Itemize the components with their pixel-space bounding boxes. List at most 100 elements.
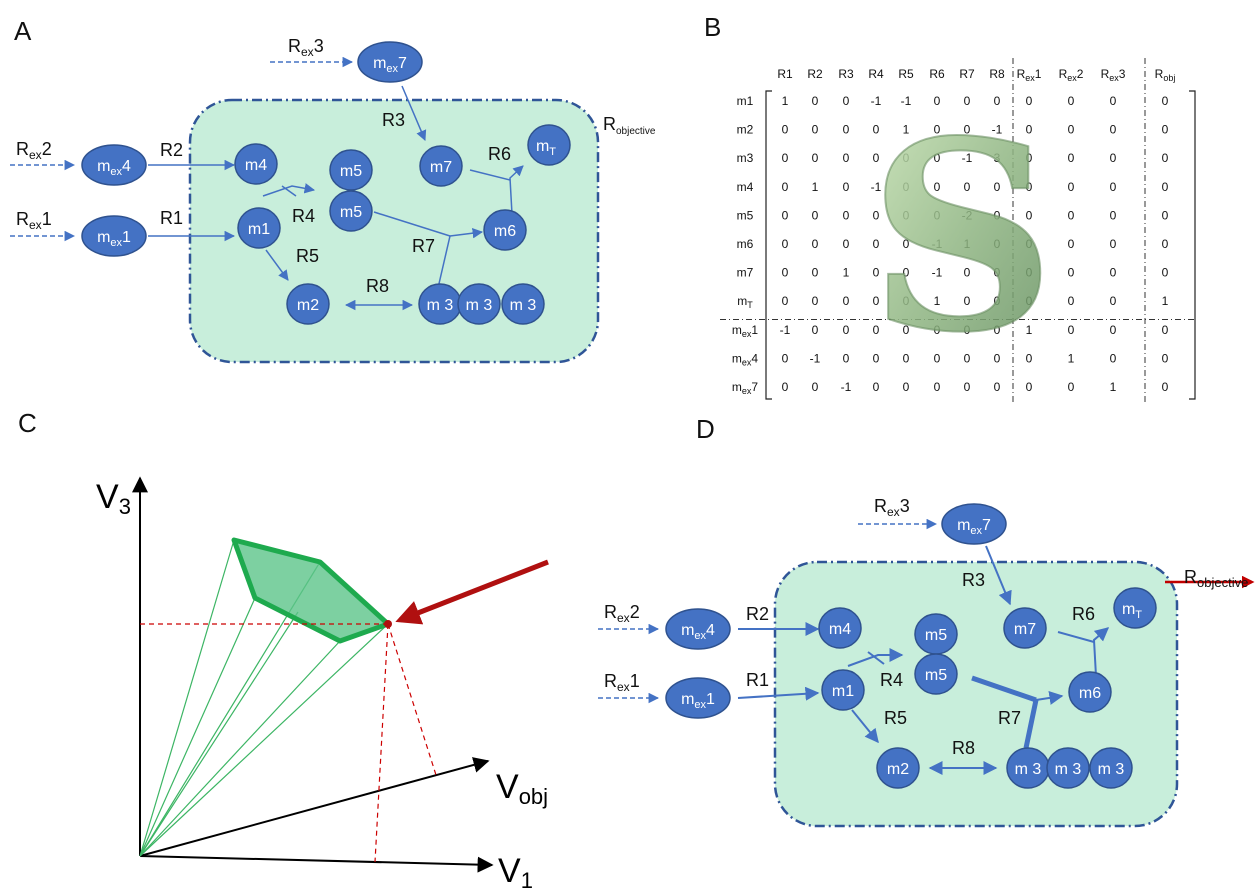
matrix-cell: 0 (782, 380, 789, 394)
reaction-label-r1: R1 (160, 208, 183, 228)
metabolite-m7: m7 (419, 145, 463, 187)
matrix-cell: 0 (1110, 94, 1117, 108)
svg-text:m4: m4 (829, 621, 851, 638)
reaction-arrow-r6-d (1092, 627, 1110, 677)
matrix-col-header: R7 (959, 67, 975, 81)
matrix-row-header: m7 (737, 266, 754, 280)
metabolite-m4-d: m4 (818, 607, 862, 649)
metabolite-mex7-d: mex7 (941, 503, 1007, 545)
matrix-cell: 0 (994, 94, 1001, 108)
matrix-cell: 0 (1162, 323, 1169, 337)
matrix-cell: 0 (782, 351, 789, 365)
svg-text:m5: m5 (340, 204, 362, 221)
panel-a: A Robjective Rex2 Rex1 Rex3 R2 R1 R3 R4 … (10, 16, 656, 364)
exchange-label-rex3-d: Rex3 (874, 496, 910, 519)
matrix-cell: 0 (903, 294, 910, 308)
reaction-arrow-r3-d (985, 545, 1012, 606)
matrix-cell: 0 (782, 151, 789, 165)
reaction-label-r2: R2 (160, 140, 183, 160)
matrix-col-header: Rex2 (1059, 67, 1084, 83)
matrix-cell: 0 (873, 323, 880, 337)
matrix-cell: -1 (901, 94, 912, 108)
matrix-cell: 0 (1026, 94, 1033, 108)
metabolite-m6-d: m6 (1068, 671, 1112, 713)
matrix-cell: 0 (934, 323, 941, 337)
reaction-arrow-r1-d (737, 686, 820, 701)
matrix-cell: 0 (1068, 180, 1075, 194)
matrix-cell: 0 (782, 180, 789, 194)
matrix-col-header: R8 (989, 67, 1005, 81)
matrix-cell: 0 (934, 180, 941, 194)
svg-text:mex1: mex1 (97, 229, 131, 249)
matrix-cell: 0 (843, 323, 850, 337)
reaction-arrow-r4-d-branch (867, 651, 885, 665)
matrix-cell: 0 (1110, 123, 1117, 137)
svg-text:m1: m1 (248, 221, 270, 238)
matrix-cell: 0 (1026, 237, 1033, 251)
matrix-cell: 0 (1026, 123, 1033, 137)
matrix-cell: 0 (994, 237, 1001, 251)
matrix-cell: 3 (994, 151, 1001, 165)
matrix-cell: 0 (964, 380, 971, 394)
svg-text:m 3: m 3 (510, 297, 537, 314)
matrix-cell: 0 (843, 351, 850, 365)
matrix-cell: 0 (1162, 123, 1169, 137)
metabolite-m1: m1 (237, 207, 281, 249)
metabolite-m4: m4 (234, 143, 278, 185)
metabolite-m3-b: m 3 (457, 283, 501, 325)
matrix-cell: 1 (1026, 323, 1033, 337)
matrix-cell: 0 (843, 94, 850, 108)
objective-reaction-label-d: Robjective (1184, 567, 1248, 590)
matrix-row-header: mex4 (732, 351, 759, 367)
metabolite-m5-d-top: m5 (914, 613, 958, 655)
optimum-indicator-arrow (395, 559, 549, 625)
reaction-arrow-r7-in (373, 211, 451, 237)
reaction-label-r3: R3 (382, 110, 405, 130)
reaction-arrow-r7-branch (437, 235, 451, 289)
matrix-cell: 0 (782, 294, 789, 308)
matrix-cell: 0 (1162, 237, 1169, 251)
matrix-row-header: m4 (737, 180, 754, 194)
matrix-row-header: mex7 (732, 380, 759, 396)
matrix-cell: 0 (812, 237, 819, 251)
matrix-cell: 0 (873, 208, 880, 222)
matrix-cell: 0 (1162, 208, 1169, 222)
matrix-cell: 0 (1026, 208, 1033, 222)
matrix-cell: 0 (964, 123, 971, 137)
matrix-row-header: mex1 (732, 323, 759, 339)
matrix-cell: 0 (964, 266, 971, 280)
reaction-arrow-r7-d-in (971, 675, 1037, 703)
matrix-col-header: R3 (838, 67, 854, 81)
metabolite-mex4-d: mex4 (665, 608, 731, 650)
matrix-cell: 0 (1110, 208, 1117, 222)
cone-rays (139, 539, 389, 857)
matrix-cell: 0 (903, 351, 910, 365)
reaction-arrow-r7-d-out (1035, 690, 1064, 705)
axis-v1 (139, 855, 494, 873)
metabolite-mex7: mex7 (357, 41, 423, 83)
matrix-cell: 0 (994, 323, 1001, 337)
matrix-row-header: m3 (737, 151, 754, 165)
matrix-cell: 0 (1026, 151, 1033, 165)
matrix-row-header: m2 (737, 123, 754, 137)
matrix-cell: 0 (873, 294, 880, 308)
matrix-cell: 0 (1026, 294, 1033, 308)
svg-text:m5: m5 (925, 627, 947, 644)
matrix-col-header: Rex3 (1101, 67, 1126, 83)
panel-label-a: A (14, 16, 32, 46)
matrix-cell: 0 (1026, 351, 1033, 365)
metabolite-m3-d-a: m 3 (1006, 747, 1050, 789)
reaction-label-r6-d: R6 (1072, 604, 1095, 624)
metabolite-mT: mT (527, 124, 571, 166)
matrix-cell: 0 (903, 323, 910, 337)
matrix-cell: 0 (1068, 294, 1075, 308)
reaction-label-r4: R4 (292, 206, 315, 226)
matrix-right-bracket (1189, 90, 1196, 400)
matrix-cell: 0 (812, 94, 819, 108)
matrix-cell: -1 (932, 266, 943, 280)
matrix-cell: 0 (994, 294, 1001, 308)
matrix-cell: 0 (843, 151, 850, 165)
metabolite-m1-d: m1 (821, 669, 865, 711)
matrix-col-header: R4 (868, 67, 884, 81)
matrix-cell: 0 (873, 123, 880, 137)
